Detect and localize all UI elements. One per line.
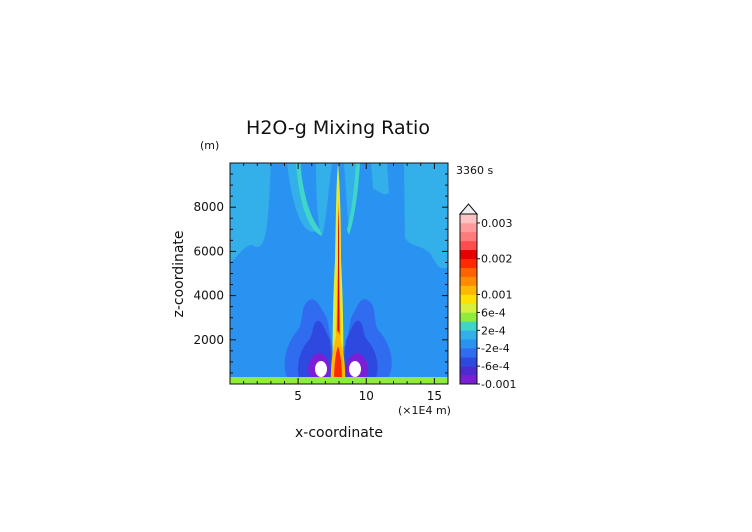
surface-layer — [230, 377, 448, 384]
x-axis: 5 10 15 — [243, 163, 442, 403]
colorbar-segment — [460, 222, 477, 233]
x-tick-label: 15 — [427, 389, 442, 403]
chart-title: H2O-g Mixing Ratio — [246, 117, 430, 139]
colorbar: 0.003 0.002 0.001 6e-4 2e-4 -2e-4 -6e-4 -0.001 — [458, 203, 516, 391]
colorbar-label: 0.002 — [481, 253, 513, 266]
colorbar-label: -6e-4 — [481, 360, 510, 373]
colorbar-segment — [460, 321, 477, 331]
y-tick-label: 2000 — [193, 333, 224, 347]
colorbar-segment — [460, 366, 477, 376]
x-axis-label: x-coordinate — [295, 425, 383, 441]
time-label: 3360 s — [456, 164, 493, 177]
y-tick-label: 4000 — [193, 289, 224, 303]
colorbar-label: 2e-4 — [481, 324, 506, 337]
right-plume-edge — [347, 163, 360, 235]
x-tick-label: 5 — [294, 389, 302, 403]
colorbar-segment — [460, 276, 477, 286]
y-tick-label: 8000 — [193, 200, 224, 214]
colorbar-label: -0.001 — [481, 378, 516, 391]
colorbar-segment — [460, 285, 477, 295]
colorbar-max-arrow — [458, 203, 479, 215]
plume-base-core — [334, 346, 342, 384]
colorbar-segment — [460, 339, 477, 349]
colorbar-label: 6e-4 — [481, 306, 506, 319]
colorbar-label: 0.003 — [481, 217, 513, 230]
colorbar-segment — [460, 231, 477, 242]
colorbar-segment — [460, 330, 477, 340]
y-axis: 2000 4000 6000 8000 — [193, 173, 448, 374]
colorbar-segment — [460, 214, 477, 224]
colorbar-segment — [460, 258, 477, 268]
colorbar-label: -2e-4 — [481, 342, 510, 355]
right-downdraft-core — [349, 361, 361, 377]
colorbar-segment — [460, 348, 477, 358]
colorbar-segment — [460, 357, 477, 367]
x-unit-label: (×1E4 m) — [398, 404, 451, 417]
colorbar-segment — [460, 294, 477, 304]
y-axis-label: z-coordinate — [171, 230, 187, 317]
y-unit-label: (m) — [200, 139, 219, 152]
colorbar-segment — [460, 267, 477, 277]
colorbar-label: 0.001 — [481, 289, 513, 302]
y-tick-label: 6000 — [193, 244, 224, 258]
colorbar-segment — [460, 249, 477, 260]
colorbar-segment — [460, 303, 477, 313]
upper-moisture-layer — [230, 163, 448, 269]
left-downdraft-core — [315, 361, 327, 377]
colorbar-segment — [460, 240, 477, 251]
left-plume-edge — [296, 163, 322, 236]
x-tick-label: 10 — [359, 389, 374, 403]
colorbar-segment — [460, 312, 477, 322]
colorbar-segment — [460, 375, 477, 385]
plot-area — [230, 163, 448, 384]
